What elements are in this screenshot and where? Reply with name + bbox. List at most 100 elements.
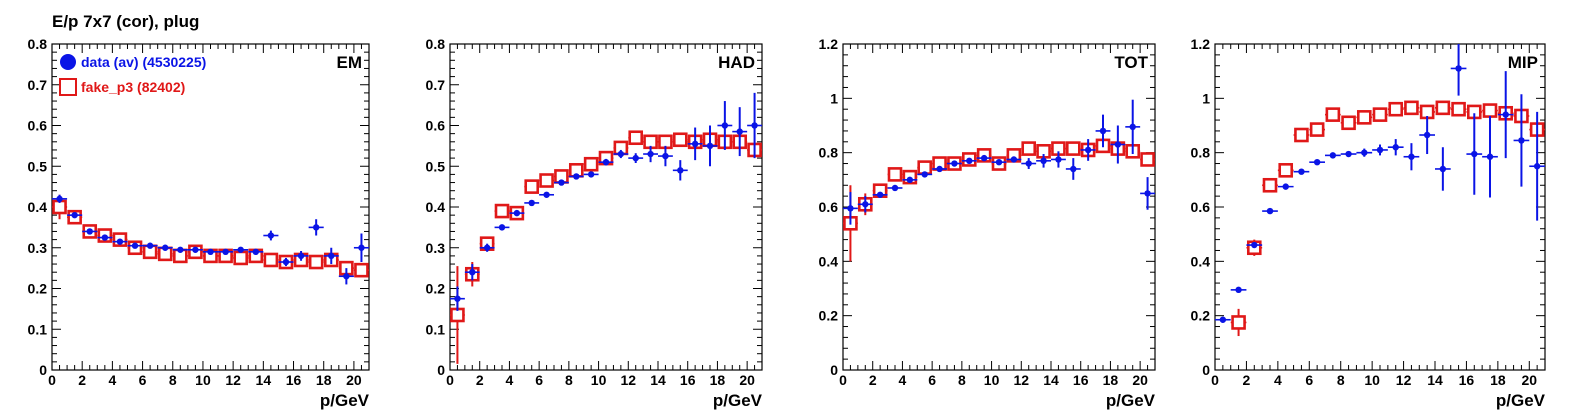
y-tick-label: 0.4	[819, 253, 839, 269]
x-tick-label: 10	[591, 372, 607, 388]
data-point	[951, 160, 958, 167]
y-tick-label: 0.6	[28, 118, 48, 134]
data-point	[1084, 146, 1092, 154]
data-point	[1471, 150, 1478, 158]
data-point	[1070, 165, 1077, 173]
data-point	[1235, 286, 1242, 294]
fake-point	[1231, 315, 1246, 330]
data-point	[1518, 137, 1525, 144]
data-point	[1533, 163, 1541, 170]
x-tick-label: 6	[1305, 372, 1313, 388]
fake-point	[233, 250, 248, 266]
data-point	[558, 179, 565, 186]
data-point	[1055, 156, 1062, 163]
x-axis-title: p/GeV	[1106, 391, 1156, 410]
legend-marker-data	[60, 54, 76, 70]
legend-marker-fake	[59, 78, 77, 96]
data-point	[1010, 156, 1018, 163]
fake-point	[1325, 107, 1341, 122]
chart-panel-em: 0 2 4 6 8 10 12 14 16 18 20 0 0.1 0.2 0.3 0.4 0.5 0.6 0.7 0…	[28, 36, 370, 410]
y-tick-label: 0.8	[819, 145, 839, 161]
y-tick-label: 0.5	[426, 158, 446, 174]
data-point	[131, 242, 139, 249]
legend-label-data: data (av) (4530225)	[81, 54, 206, 70]
x-tick-label: 10	[984, 372, 1000, 388]
data-point	[1345, 150, 1352, 158]
x-axis-title: p/GeV	[713, 391, 763, 410]
x-tick-label: 14	[650, 372, 666, 388]
data-point	[483, 244, 491, 251]
x-tick-label: 2	[869, 372, 877, 388]
data-point	[328, 252, 335, 260]
x-tick-label: 2	[476, 372, 484, 388]
data-point	[647, 150, 654, 158]
data-point	[602, 158, 610, 166]
y-tick-label: 0	[39, 362, 47, 378]
y-tick-label: 0	[830, 362, 838, 378]
fake-point	[1140, 152, 1155, 167]
x-tick-label: 0	[1211, 372, 1219, 388]
fake-point	[308, 254, 324, 270]
y-tick-label: 0.2	[1191, 308, 1211, 324]
plot-frame	[1214, 43, 1546, 371]
data-point	[1455, 65, 1462, 72]
data-point	[222, 248, 229, 256]
x-axis-title: p/GeV	[320, 391, 370, 410]
y-tick-label: 0	[1202, 362, 1210, 378]
y-tick-label: 0	[437, 362, 445, 378]
data-point	[86, 228, 93, 235]
data-point	[498, 224, 506, 231]
data-point	[1282, 183, 1289, 190]
data-point	[192, 246, 199, 253]
fake-point	[1435, 100, 1451, 116]
data-point	[282, 258, 290, 266]
y-tick-label: 1	[1202, 90, 1210, 106]
y-tick-label: 0.2	[819, 308, 839, 324]
data-point	[1423, 131, 1431, 139]
data-point	[751, 122, 758, 129]
data-point	[721, 122, 729, 129]
fake-point	[1388, 101, 1404, 117]
data-point	[116, 238, 124, 245]
data-point	[237, 246, 244, 253]
y-tick-label: 0.3	[426, 240, 446, 256]
data-point	[207, 248, 214, 256]
fake-point	[887, 167, 903, 182]
data-point	[146, 242, 154, 249]
figure-title: E/p 7x7 (cor), plug	[52, 12, 199, 31]
data-point	[1040, 157, 1047, 165]
x-tick-label: 18	[316, 372, 332, 388]
data-point	[862, 201, 869, 208]
x-axis-title: p/GeV	[1496, 391, 1546, 410]
x-tick-label: 4	[108, 372, 116, 388]
data-point	[617, 150, 625, 158]
x-tick-label: 20	[1132, 372, 1148, 388]
y-tick-label: 0.3	[28, 240, 48, 256]
x-tick-label: 12	[620, 372, 636, 388]
data-point	[677, 167, 684, 174]
y-tick-label: 0.5	[28, 158, 48, 174]
fake-point	[583, 156, 599, 172]
x-tick-label: 20	[1521, 372, 1537, 388]
data-point	[573, 173, 580, 180]
x-tick-label: 8	[958, 372, 966, 388]
fake-point	[672, 132, 688, 148]
data-point	[101, 234, 109, 241]
fake-point	[1451, 101, 1466, 117]
y-tick-label: 0.2	[28, 281, 48, 297]
y-tick-label: 0.7	[28, 77, 48, 93]
x-tick-label: 8	[565, 372, 573, 388]
x-tick-label: 16	[1073, 372, 1089, 388]
fake-point	[1278, 163, 1294, 178]
x-tick-label: 8	[1337, 372, 1345, 388]
x-tick-label: 16	[1459, 372, 1475, 388]
data-point	[736, 128, 743, 135]
data-point	[691, 140, 699, 148]
fake-point	[539, 173, 554, 188]
fake-point	[1372, 107, 1388, 122]
fake-point	[1065, 141, 1081, 156]
x-tick-label: 14	[1427, 372, 1443, 388]
data-point	[1313, 158, 1321, 166]
data-point	[1219, 316, 1227, 323]
x-tick-label: 14	[1043, 372, 1059, 388]
